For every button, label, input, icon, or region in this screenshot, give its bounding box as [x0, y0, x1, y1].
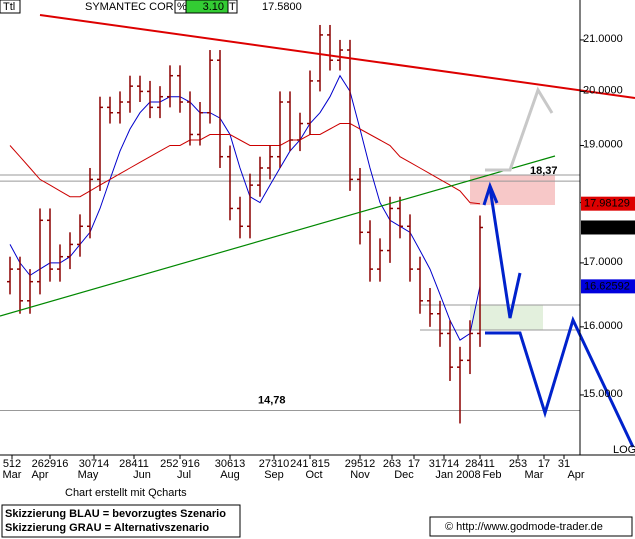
last-value-box: [581, 279, 635, 294]
last-value-label: 17.5800: [584, 221, 624, 233]
x-month-label: Aug: [220, 469, 240, 481]
x-tick-label: 29512: [345, 458, 376, 470]
x-month-label: May: [78, 469, 99, 481]
x-month-label: Mar: [3, 469, 22, 481]
x-tick-label: 28411: [465, 458, 495, 470]
x-month-label: Jan 2008: [435, 469, 480, 481]
x-tick-label: 30714: [79, 458, 110, 470]
x-month-label: Apr: [31, 469, 48, 481]
y-tick-label: 19.0000: [583, 138, 623, 150]
main-scenario: [485, 315, 635, 448]
moving-average: [9, 74, 481, 341]
footer-box: [1, 504, 241, 538]
y-tick-label: 15.0000: [583, 388, 623, 400]
x-month-label: Jun: [133, 469, 151, 481]
y-tick-label: 21.0000: [583, 33, 623, 45]
last-value-label: 17.98129: [584, 198, 630, 210]
y-tick-label: 20.0000: [583, 84, 623, 96]
x-month-label: Mar: [525, 469, 544, 481]
trend-line: [39, 14, 635, 99]
x-tick-label: 512: [3, 458, 21, 470]
x-month-label: Dec: [394, 469, 414, 481]
y-tick-label: 16.0000: [583, 320, 623, 332]
x-month-label: Jul: [177, 469, 191, 481]
header-last: 17.5800: [262, 1, 302, 13]
header-symbol: Ttl: [3, 1, 15, 13]
x-month-label: Nov: [350, 469, 370, 481]
last-value-box: [581, 196, 635, 211]
plot-area: 18,37 14,78: [0, 24, 580, 424]
x-tick-label: 30613: [215, 458, 246, 470]
header-t: T: [229, 1, 236, 13]
x-month-label: Apr: [567, 469, 584, 481]
main-scenario: [488, 187, 522, 319]
x-tick-label: 252 916: [160, 458, 200, 470]
x-month-label: Feb: [483, 469, 502, 481]
header-pct: 3.10: [203, 1, 224, 13]
last-value-box: [581, 220, 635, 235]
last-value-label: 16.62592: [584, 280, 630, 292]
header-box: [227, 0, 238, 14]
x-month-label: Oct: [305, 469, 322, 481]
x-month-label: Sep: [264, 469, 284, 481]
moving-average: [9, 123, 481, 205]
header-name: SYMANTEC CORP: [85, 1, 181, 13]
scale-label: LOG: [613, 444, 635, 456]
footer-box: [429, 516, 633, 537]
support-zone: [470, 305, 543, 330]
y-tick-label: 17.0000: [583, 256, 623, 268]
target-zone: [470, 175, 555, 205]
legend-blue: Skizzierung BLAU = bevorzugtes Szenario: [5, 508, 226, 520]
x-tick-label: 241 815: [290, 458, 330, 470]
x-tick-label: 31714: [429, 458, 460, 470]
level-label: 18,37: [530, 165, 558, 177]
level-label: 14,78: [258, 394, 286, 406]
header-box: [0, 0, 21, 14]
x-tick-label: 263: [383, 458, 401, 470]
x-tick-label: 262916: [32, 458, 69, 470]
legend-gray: Skizzierung GRAU = Alternativszenario: [5, 522, 209, 534]
x-tick-label: 17: [538, 458, 550, 470]
source: © http://www.godmode-trader.de: [445, 521, 603, 533]
x-tick-label: 253: [509, 458, 527, 470]
main-scenario-arrow: [482, 181, 499, 206]
x-tick-label: 31: [558, 458, 570, 470]
x-tick-label: 27310: [259, 458, 290, 470]
trend-line: [0, 155, 556, 317]
x-tick-label: 17: [408, 458, 420, 470]
credit: Chart erstellt mit Qcharts: [65, 487, 187, 499]
header-pct-label: %: [177, 1, 187, 13]
alt-scenario: [485, 86, 554, 172]
x-tick-label: 28411: [119, 458, 149, 470]
